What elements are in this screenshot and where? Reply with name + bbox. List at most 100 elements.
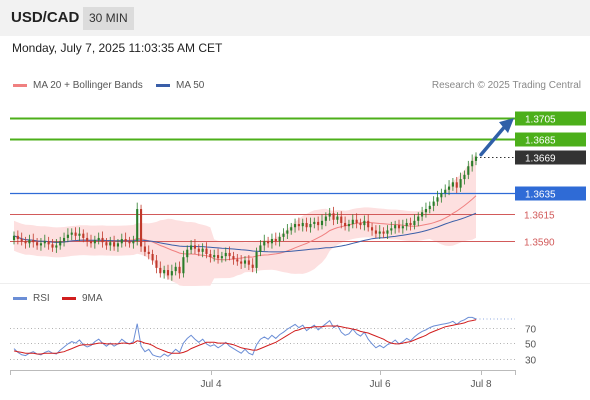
x-tick-label: Jul 6 <box>369 379 391 390</box>
candle-body <box>190 245 193 250</box>
candle-body <box>440 193 443 198</box>
candle-body <box>159 267 162 274</box>
candle-body <box>263 241 266 246</box>
candle-body <box>259 245 262 252</box>
level-label-1.3685: 1.3685 <box>525 136 556 147</box>
candlesticks <box>12 152 478 281</box>
candle-body <box>43 241 46 244</box>
candle-body <box>247 260 250 265</box>
candle-body <box>378 231 381 234</box>
candle-body <box>36 242 39 246</box>
candle-body <box>417 216 420 221</box>
candle-body <box>444 189 447 193</box>
candle-body <box>278 236 281 242</box>
level-label-1.3635: 1.3635 <box>525 190 556 201</box>
candle-body <box>59 241 62 246</box>
candle-body <box>62 237 66 242</box>
timeframe-badge[interactable]: 30 MIN <box>83 7 134 30</box>
target-arrow-shaft <box>479 123 508 157</box>
candle-body <box>270 239 274 244</box>
target-arrow <box>479 118 514 157</box>
candle-body <box>155 260 158 268</box>
candle-body <box>74 232 77 236</box>
candle-body <box>471 160 474 167</box>
candle-body <box>297 224 300 227</box>
candle-body <box>397 225 401 229</box>
rsi-level-label-70: 70 <box>525 325 537 336</box>
candle-body <box>267 241 270 244</box>
candle-body <box>78 233 81 236</box>
timestamp: Monday, July 7, 2025 11:03:35 AM CET <box>12 41 223 55</box>
candle-body <box>86 237 89 242</box>
candle-body <box>24 241 27 244</box>
target-arrow-head <box>499 118 514 134</box>
candle-body <box>370 227 374 231</box>
candle-body <box>16 235 19 240</box>
symbol-title: USD/CAD <box>11 9 80 26</box>
level-tag-1.3705 <box>515 111 586 126</box>
candle-body <box>243 260 247 264</box>
candle-body <box>313 221 316 225</box>
candle-body <box>355 219 358 223</box>
candle-body <box>301 222 304 227</box>
candle-body <box>228 252 231 257</box>
candle-body <box>89 241 93 244</box>
candle-body <box>124 239 127 242</box>
candle-body <box>205 248 208 254</box>
candle-body <box>390 228 393 231</box>
candle-body <box>151 253 154 261</box>
x-axis: Jul 4 Jul 6 Jul 8 <box>10 370 516 390</box>
ma50-swatch <box>156 84 170 87</box>
candle-body <box>374 230 377 234</box>
candle-body <box>317 221 320 226</box>
candle-body <box>55 245 58 248</box>
candle-body <box>201 248 204 252</box>
level-tag-1.3669 <box>515 150 586 165</box>
candle-body <box>347 224 351 227</box>
candle-body <box>232 256 235 260</box>
candle-body <box>39 243 43 246</box>
rsi-swatch <box>13 297 27 300</box>
candle-body <box>447 186 451 190</box>
candle-body <box>170 271 173 276</box>
level-tag-1.3635 <box>515 186 586 201</box>
candle-body <box>128 241 131 244</box>
candle-body <box>12 235 16 241</box>
candle-body <box>132 241 135 244</box>
level-label-1.3669: 1.3669 <box>525 154 556 165</box>
ma20-legend-label: MA 20 + Bollinger Bands <box>33 80 143 91</box>
rsi-line <box>13 316 477 358</box>
rsi-ma-swatch <box>62 297 76 300</box>
candle-body <box>401 226 404 229</box>
rsi-legend: RSI <box>13 293 50 304</box>
candle-body <box>166 270 170 276</box>
candle-body <box>455 182 458 188</box>
candle-body <box>293 224 297 228</box>
candle-body <box>240 261 243 264</box>
candle-body <box>147 251 150 254</box>
ma20-swatch <box>13 84 27 87</box>
level-tag-1.3685 <box>515 132 586 147</box>
x-tick-label: Jul 4 <box>200 379 222 390</box>
candle-body <box>424 209 428 213</box>
candle-body <box>409 222 412 226</box>
ma20-legend: MA 20 + Bollinger Bands <box>13 80 143 91</box>
candle-body <box>93 240 96 244</box>
candle-body <box>113 242 116 247</box>
candle-body <box>174 266 177 272</box>
candle-body <box>351 219 354 225</box>
candle-body <box>421 212 424 217</box>
candle-body <box>197 248 200 252</box>
candle-body <box>405 222 408 227</box>
candle-body <box>136 209 139 242</box>
candle-body <box>386 230 389 234</box>
candle-body <box>286 230 289 234</box>
rsi-ma-legend-label: 9MA <box>82 293 103 304</box>
rsi-panel: 70 50 30 <box>10 316 537 367</box>
x-tick-label: Jul 8 <box>470 379 492 390</box>
candle-body <box>324 216 327 221</box>
candle-body <box>139 209 143 247</box>
candle-body <box>224 252 227 257</box>
candle-body <box>305 222 308 228</box>
